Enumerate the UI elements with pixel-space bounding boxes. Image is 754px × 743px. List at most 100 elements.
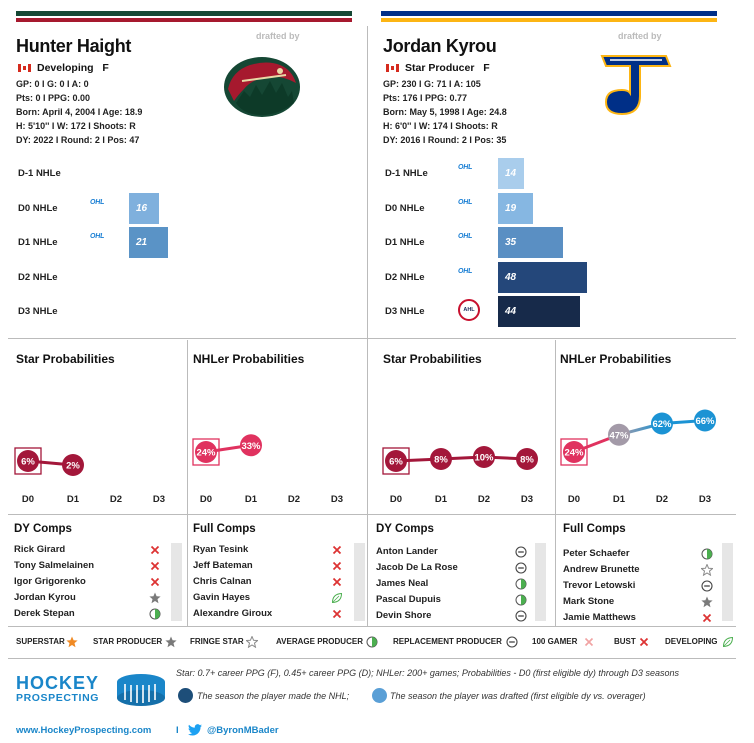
right-season-bar: 35 <box>498 227 564 258</box>
left-comp-name[interactable]: Tony Salmelainen <box>14 560 95 571</box>
left-stat-line: GP: 0 I G: 0 I A: 0 <box>16 79 89 89</box>
hockey-prospecting-logo: HOCKEY PROSPECTING <box>16 674 99 704</box>
left-full-comps-title: Full Comps <box>193 523 256 535</box>
section-divider-1 <box>8 338 736 339</box>
left-comp-name[interactable]: Chris Calnan <box>193 576 252 587</box>
replacement-producer-icon <box>515 562 527 574</box>
right-nhler-prob-label: 66% <box>695 416 715 427</box>
twitter-bird-icon <box>188 724 202 736</box>
left-comp-name[interactable]: Derek Stepan <box>14 608 75 619</box>
right-comp-name[interactable]: Jacob De La Rose <box>376 562 458 573</box>
right-star-x-tick: D2 <box>478 494 490 505</box>
left-star-x-tick: D2 <box>110 494 122 505</box>
left-star-prob-label: 6% <box>21 457 35 468</box>
legend-hundred-gamer-x-icon <box>583 636 595 648</box>
website-link[interactable]: www.HockeyProspecting.com <box>16 725 152 736</box>
right-nhler-prob-chart: 24% 47% 62% 66% D0 D1 D2 D3 <box>560 409 716 505</box>
legend-item-label: REPLACEMENT PRODUCER <box>393 637 502 646</box>
left-season-bar: 21 <box>129 227 169 258</box>
left-season-label: D2 NHLe <box>18 272 58 283</box>
right-accent-stripe-2 <box>381 18 717 22</box>
right-star-drafted-box <box>382 447 410 475</box>
fringe-star-icon <box>700 563 714 577</box>
left-comp-name[interactable]: Gavin Hayes <box>193 592 251 603</box>
left-comp-name[interactable]: Igor Grigorenko <box>14 576 86 587</box>
right-star-prob-label: 8% <box>520 455 534 466</box>
right-league-logo-ohl-icon: OHL <box>458 199 473 206</box>
left-stat-line: Born: April 4, 2004 I Age: 18.9 <box>16 107 143 117</box>
left-star-drafted-box <box>14 447 42 475</box>
left-comp-name[interactable]: Ryan Tesink <box>193 544 249 555</box>
left-nhler-x-tick: D0 <box>200 494 212 505</box>
right-league-logo-ahl-text: AHL <box>463 307 475 313</box>
right-comp-name[interactable]: Andrew Brunette <box>563 564 640 575</box>
left-nhler-prob-chart: 24% 33% D0 D1 D2 D3 <box>192 434 343 505</box>
bust-x-icon <box>149 560 161 572</box>
left-dy-comps-title: DY Comps <box>14 523 72 535</box>
right-comp-name[interactable]: Devin Shore <box>376 610 432 621</box>
right-star-x-tick: D1 <box>435 494 448 505</box>
left-comp-name[interactable]: Alexandre Giroux <box>193 608 273 619</box>
left-star-prob-chart: 6% 2% D0 D1 D2 D3 <box>14 447 165 505</box>
left-star-x-tick: D0 <box>22 494 34 505</box>
right-nhler-prob-label: 47% <box>609 430 629 441</box>
right-season-bar-value: 14 <box>505 168 517 179</box>
left-nhler-prob-label: 24% <box>196 448 216 459</box>
section-divider-2 <box>8 514 736 515</box>
left-dy-comps-scrollbar[interactable] <box>171 543 182 621</box>
left-season-label: D0 NHLe <box>18 203 58 214</box>
right-dy-comps-scrollbar[interactable] <box>535 543 546 621</box>
right-nhler-prob-point <box>608 423 630 446</box>
bust-x-icon <box>331 560 343 572</box>
star-producer-icon <box>701 596 713 608</box>
minnesota-wild-logo-icon <box>224 57 300 117</box>
legend-item-label: AVERAGE PRODUCER <box>276 637 363 646</box>
right-comp-name[interactable]: James Neal <box>376 578 429 589</box>
right-league-logo-ahl-icon: AHL <box>458 299 480 321</box>
left-nhler-x-tick: D1 <box>245 494 258 505</box>
right-star-prob-point <box>473 446 495 468</box>
twitter-handle[interactable]: @ByronMBader <box>207 725 279 736</box>
left-star-prob-point <box>17 450 39 472</box>
left-comp-name[interactable]: Jeff Bateman <box>193 560 253 571</box>
made-nhl-note: The season the player made the NHL; <box>197 691 350 701</box>
right-comp-name[interactable]: Trevor Letowski <box>563 580 636 591</box>
made-nhl-swatch <box>178 688 193 703</box>
legend-superstar-icon <box>66 636 78 648</box>
average-producer-icon <box>515 578 527 590</box>
left-full-comps-scrollbar[interactable] <box>354 543 365 621</box>
left-star-prob-label: 2% <box>66 461 80 472</box>
legend-item-label: FRINGE STAR <box>190 637 244 646</box>
right-nhler-drafted-box <box>560 438 588 466</box>
left-accent-stripe <box>16 11 352 16</box>
right-season-bar: 48 <box>498 262 588 293</box>
right-nhler-x-tick: D1 <box>613 494 626 505</box>
bust-x-icon <box>701 612 713 624</box>
left-nhler-prob-point <box>195 441 217 463</box>
right-stat-line: Born: May 5, 1998 I Age: 24.8 <box>383 107 507 117</box>
legend-bust-x-icon <box>638 636 650 648</box>
right-comp-name[interactable]: Anton Lander <box>376 546 438 557</box>
right-star-prob-label: 6% <box>389 457 403 468</box>
right-comp-name[interactable]: Pascal Dupuis <box>376 594 441 605</box>
st-louis-blues-logo-icon <box>600 55 672 116</box>
left-star-prob-point <box>62 454 84 476</box>
right-season-bar: 14 <box>498 158 525 189</box>
hockey-puck-logo-icon <box>117 674 165 706</box>
left-comp-name[interactable]: Rick Girard <box>14 544 66 555</box>
right-comp-name[interactable]: Peter Schaefer <box>563 548 630 559</box>
right-comp-name[interactable]: Mark Stone <box>563 596 615 607</box>
left-nhler-x-tick: D2 <box>288 494 300 505</box>
left-league-logo-ohl-icon: OHL <box>90 233 105 240</box>
right-stat-line: DY: 2016 I Round: 2 I Pos: 35 <box>383 135 507 145</box>
replacement-producer-icon <box>515 546 527 558</box>
drafted-note: The season the player was drafted (first… <box>390 691 646 701</box>
legend-fringe-star-icon <box>245 635 259 649</box>
right-stat-line: GP: 230 I G: 71 I A: 105 <box>383 79 481 89</box>
right-full-comps-scrollbar[interactable] <box>722 543 733 621</box>
right-comp-name[interactable]: Jamie Matthews <box>563 612 636 623</box>
right-season-bar-value: 48 <box>505 272 517 283</box>
left-comp-name[interactable]: Jordan Kyrou <box>14 592 76 603</box>
footer-separator: I <box>176 725 179 736</box>
right-nhler-prob-point <box>694 409 716 432</box>
